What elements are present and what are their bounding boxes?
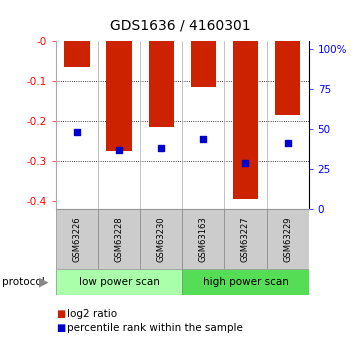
Point xyxy=(74,129,80,135)
Bar xyxy=(266,209,309,269)
Bar xyxy=(56,269,182,295)
Text: GSM63229: GSM63229 xyxy=(283,216,292,262)
Bar xyxy=(64,41,90,67)
Text: GSM63228: GSM63228 xyxy=(115,216,123,262)
Bar xyxy=(275,41,300,115)
Bar xyxy=(56,209,98,269)
Bar xyxy=(225,209,266,269)
Bar xyxy=(182,209,225,269)
Text: GDS1636 / 4160301: GDS1636 / 4160301 xyxy=(110,19,251,33)
Text: ■: ■ xyxy=(56,323,65,333)
Point xyxy=(243,160,248,166)
Bar xyxy=(182,269,309,295)
Text: percentile rank within the sample: percentile rank within the sample xyxy=(67,323,243,333)
Point xyxy=(285,141,291,146)
Point xyxy=(200,136,206,141)
Bar xyxy=(191,41,216,87)
Bar xyxy=(140,209,182,269)
Text: high power scan: high power scan xyxy=(203,277,288,287)
Text: protocol: protocol xyxy=(2,277,44,287)
Bar xyxy=(233,41,258,199)
Text: log2 ratio: log2 ratio xyxy=(67,309,117,319)
Text: GSM63163: GSM63163 xyxy=(199,216,208,262)
Bar xyxy=(98,209,140,269)
Bar xyxy=(106,41,132,151)
Bar xyxy=(149,41,174,127)
Point xyxy=(116,147,122,152)
Text: GSM63226: GSM63226 xyxy=(73,216,82,262)
Text: GSM63230: GSM63230 xyxy=(157,216,166,262)
Point xyxy=(158,145,164,151)
Text: GSM63227: GSM63227 xyxy=(241,216,250,262)
Text: low power scan: low power scan xyxy=(79,277,160,287)
Text: ▶: ▶ xyxy=(39,276,49,288)
Text: ■: ■ xyxy=(56,309,65,319)
